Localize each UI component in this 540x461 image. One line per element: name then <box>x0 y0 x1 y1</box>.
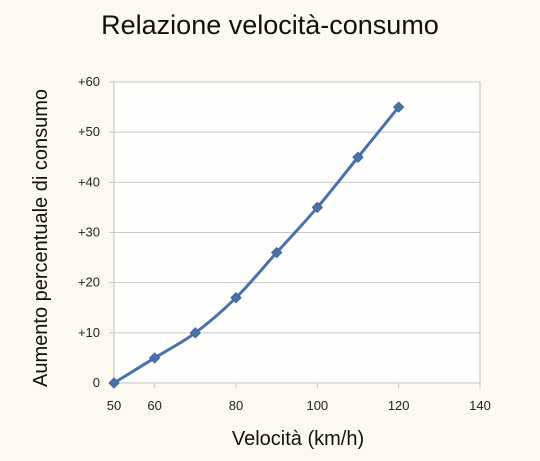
x-tick-label: 60 <box>147 398 161 413</box>
x-tick-label: 140 <box>469 398 491 413</box>
y-tick-label: +40 <box>78 174 100 189</box>
data-point-marker <box>352 151 364 163</box>
x-tick-label: 100 <box>306 398 328 413</box>
x-tick-label: 50 <box>107 398 121 413</box>
x-axis-tick-labels: 50 60 80 100 120 140 <box>107 383 491 413</box>
data-point-marker <box>392 101 405 113</box>
data-point-marker <box>108 377 120 389</box>
y-gridlines <box>109 81 480 384</box>
data-point-marker <box>230 292 242 304</box>
data-point-marker <box>189 327 202 339</box>
x-tick-label: 120 <box>388 398 410 413</box>
y-tick-label: +10 <box>78 325 100 340</box>
y-tick-label: +20 <box>78 275 100 290</box>
x-axis-title: Velocità (km/h) <box>232 428 364 450</box>
x-tick-label: 80 <box>229 398 243 413</box>
data-point-marker <box>270 246 283 259</box>
y-axis-tick-labels: 0 +10 +20 +30 +40 +50 +60 <box>78 74 100 390</box>
y-tick-label: +50 <box>78 124 100 139</box>
series-layer <box>108 101 405 389</box>
y-tick-label: 0 <box>93 375 100 390</box>
y-tick-label: +30 <box>78 225 100 240</box>
y-tick-label: +60 <box>78 74 100 89</box>
data-point-marker <box>311 201 324 214</box>
data-point-marker <box>148 352 161 364</box>
y-axis-title: Aumento percentuale di consumo <box>30 89 52 387</box>
chart-title: Relazione velocità-consumo <box>101 10 439 40</box>
